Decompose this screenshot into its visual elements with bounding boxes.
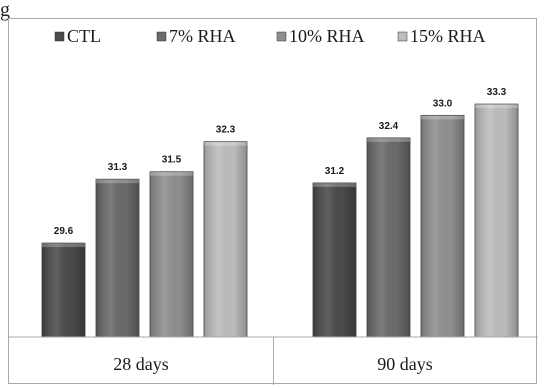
bar-bevel bbox=[475, 104, 518, 109]
bar-shading bbox=[313, 183, 356, 337]
legend-item: 10% RHA bbox=[276, 26, 365, 46]
chart-legend: CTL 7% RHA 10% RHA 15% RHA bbox=[54, 26, 486, 46]
bar-shading bbox=[475, 104, 518, 337]
bar-value-label: 31.5 bbox=[162, 155, 182, 166]
chart-frame: CTL 7% RHA 10% RHA 15% RHA 29.6 31.3 31.5 32.3… bbox=[8, 18, 538, 385]
bar-value-label: 32.3 bbox=[216, 125, 236, 136]
bar-bevel bbox=[421, 115, 464, 120]
bar-bevel bbox=[313, 182, 356, 187]
legend-item: CTL bbox=[54, 26, 101, 46]
bar-value-label: 33.3 bbox=[487, 87, 507, 98]
page-fragment-text: g bbox=[0, 0, 10, 21]
legend-label: 15% RHA bbox=[410, 26, 486, 46]
x-axis-labels: 28 days 90 days bbox=[113, 354, 433, 374]
legend-swatch bbox=[156, 31, 167, 42]
bar-shading bbox=[204, 142, 247, 337]
bar-bevel bbox=[367, 137, 410, 142]
legend-item: 15% RHA bbox=[397, 26, 486, 46]
x-axis-tick-label: 90 days bbox=[377, 354, 433, 374]
bar-bevel bbox=[42, 243, 85, 248]
bar-value-label: 29.6 bbox=[54, 226, 74, 237]
bar-value-label: 31.2 bbox=[325, 166, 345, 177]
bar-bevel bbox=[150, 171, 193, 176]
bar-group: 29.6 31.3 31.5 32.3 31.2 32.4 33.0 33.3 bbox=[41, 87, 519, 338]
bar-chart: CTL 7% RHA 10% RHA 15% RHA 29.6 31.3 31.5 32.3… bbox=[9, 26, 538, 385]
bar-value-label: 32.4 bbox=[379, 121, 399, 132]
bar-value-label: 33.0 bbox=[433, 98, 453, 109]
bar-bevel bbox=[96, 179, 139, 184]
legend-label: 10% RHA bbox=[289, 26, 365, 46]
bar-shading bbox=[367, 138, 410, 337]
bar-shading bbox=[42, 243, 85, 337]
legend-swatch bbox=[397, 31, 408, 42]
legend-swatch bbox=[276, 31, 287, 42]
legend-label: CTL bbox=[67, 26, 101, 46]
bar-shading bbox=[96, 179, 139, 337]
bar-value-label: 31.3 bbox=[108, 162, 128, 173]
legend-swatch bbox=[54, 31, 65, 42]
x-axis-tick-label: 28 days bbox=[113, 354, 169, 374]
legend-item: 7% RHA bbox=[156, 26, 236, 46]
bar-shading bbox=[150, 172, 193, 337]
bar-shading bbox=[421, 115, 464, 337]
bar-bevel bbox=[204, 141, 247, 146]
legend-label: 7% RHA bbox=[169, 26, 236, 46]
